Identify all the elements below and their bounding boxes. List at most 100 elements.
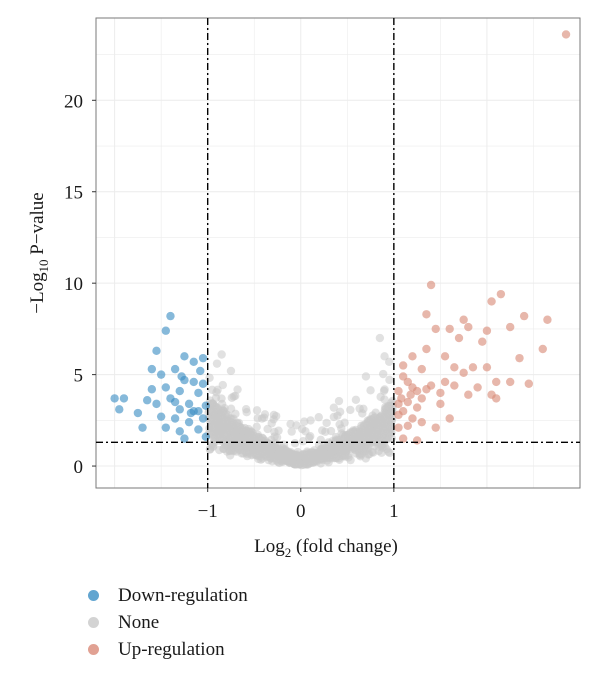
data-point-down — [142, 396, 152, 405]
data-point-up — [492, 377, 501, 387]
data-point-none — [301, 453, 311, 462]
data-point-up — [408, 414, 417, 423]
data-point-none — [379, 386, 389, 396]
data-point-none — [211, 423, 221, 433]
data-point-up — [561, 30, 571, 39]
data-point-up — [408, 352, 417, 361]
data-point-up — [417, 364, 426, 374]
y-axis-ticks: 0 5 10 15 20 — [64, 91, 96, 478]
legend-swatch-down — [88, 590, 99, 601]
data-point-up — [397, 394, 406, 403]
data-point-none — [286, 454, 296, 464]
series-down-regulation-points — [110, 311, 211, 443]
data-point-none — [260, 410, 270, 419]
data-point-up — [505, 377, 515, 387]
data-point-down — [147, 385, 157, 394]
data-point-none — [314, 413, 323, 422]
data-point-none — [233, 385, 242, 394]
data-point-up — [519, 311, 529, 321]
data-point-none — [271, 411, 281, 421]
data-point-none — [272, 433, 282, 442]
data-point-none — [287, 427, 296, 436]
data-point-up — [445, 324, 454, 334]
data-point-up — [426, 280, 436, 290]
data-point-down — [186, 408, 196, 418]
data-point-down — [147, 364, 157, 374]
data-point-up — [436, 399, 445, 409]
data-point-none — [365, 439, 374, 448]
data-point-down — [115, 405, 124, 414]
data-point-none — [267, 444, 277, 454]
y-tick-label: 5 — [74, 366, 84, 387]
data-point-none — [242, 407, 251, 417]
legend-item-none: None — [84, 609, 248, 636]
y-tick-label: 20 — [64, 91, 83, 112]
data-point-none — [332, 453, 341, 463]
data-point-down — [196, 366, 205, 376]
data-point-none — [361, 372, 371, 381]
data-point-none — [385, 375, 394, 385]
data-point-none — [300, 417, 309, 426]
data-point-none — [220, 416, 229, 426]
data-point-down — [189, 377, 198, 387]
data-point-down — [201, 432, 211, 441]
data-point-down — [175, 405, 184, 414]
data-point-up — [492, 394, 501, 403]
data-point-none — [267, 419, 276, 428]
data-point-up — [464, 322, 473, 332]
data-point-none — [298, 437, 308, 446]
legend-label-down: Down-regulation — [118, 584, 248, 606]
data-point-up — [431, 324, 440, 334]
data-point-up — [431, 423, 440, 432]
data-point-up — [468, 363, 478, 372]
data-point-up — [403, 397, 413, 407]
data-point-none — [306, 458, 315, 468]
data-point-down — [161, 423, 171, 432]
data-point-none — [297, 424, 307, 434]
data-point-up — [398, 361, 408, 370]
data-point-none — [227, 393, 237, 402]
data-point-none — [321, 427, 330, 436]
data-point-none — [252, 406, 262, 415]
data-point-up — [482, 326, 492, 335]
y-tick-label: 15 — [64, 183, 83, 204]
data-point-down — [194, 406, 203, 416]
data-point-none — [384, 357, 394, 367]
data-point-none — [306, 416, 315, 425]
data-point-none — [379, 369, 388, 379]
data-point-none — [368, 417, 377, 426]
data-point-down — [175, 386, 184, 396]
data-point-up — [454, 333, 464, 343]
data-point-up — [412, 403, 422, 412]
legend: Down-regulation None Up-regulation — [84, 582, 248, 663]
data-point-none — [335, 420, 344, 429]
y-axis-title: −Log10 P−value — [27, 192, 51, 314]
data-point-none — [226, 404, 236, 413]
data-point-up — [394, 386, 403, 396]
plot-panel-border — [95, 17, 581, 489]
data-point-none — [217, 394, 226, 403]
data-point-none — [217, 350, 226, 359]
data-point-down — [166, 311, 175, 321]
data-point-up — [505, 322, 515, 332]
data-point-none — [213, 404, 222, 413]
data-point-up — [496, 289, 506, 299]
data-point-none — [355, 449, 364, 458]
x-axis-ticks: −1 0 1 — [198, 488, 399, 522]
data-point-none — [205, 373, 214, 382]
y-tick-label: 0 — [74, 457, 84, 478]
legend-label-up: Up-regulation — [118, 638, 225, 660]
data-point-up — [408, 383, 417, 392]
data-point-none — [379, 419, 388, 428]
data-point-down — [161, 383, 171, 392]
data-point-none — [208, 415, 217, 425]
data-point-none — [384, 432, 393, 442]
data-point-up — [417, 394, 426, 403]
data-point-up — [459, 315, 468, 324]
legend-label-none: None — [118, 611, 160, 633]
data-point-up — [450, 381, 459, 390]
data-point-none — [253, 448, 262, 457]
legend-swatch-none — [88, 617, 99, 628]
data-point-down — [156, 412, 166, 421]
data-point-none — [252, 422, 261, 432]
